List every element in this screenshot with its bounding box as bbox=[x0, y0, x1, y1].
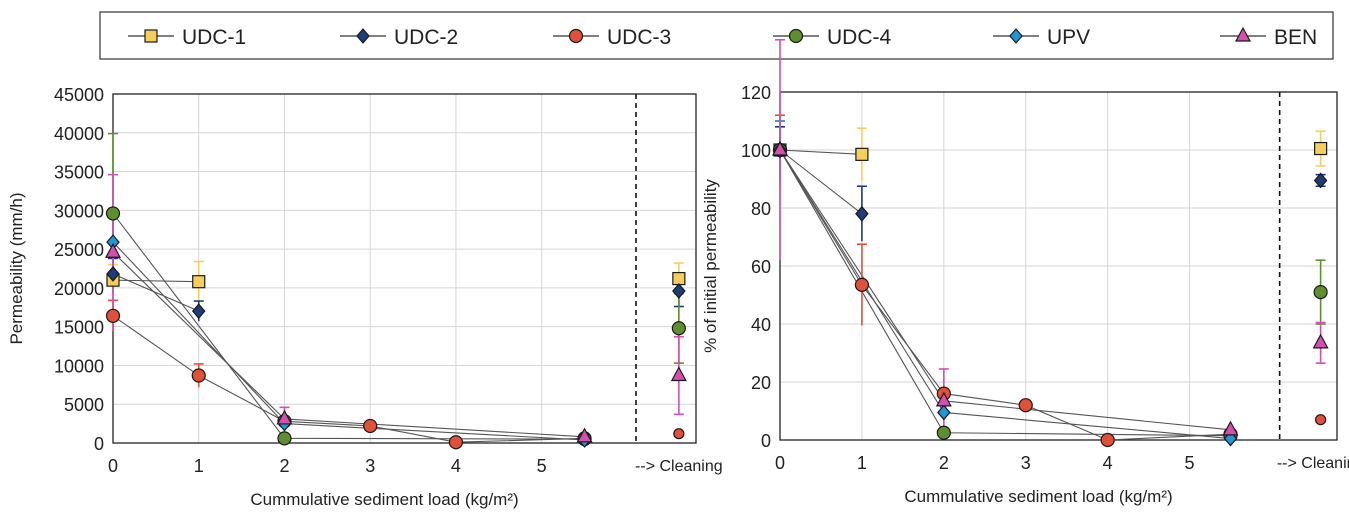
chart2-x-tick-label: 5 bbox=[1185, 453, 1195, 473]
chart2-point-udc-4 bbox=[936, 425, 951, 440]
legend-marker-udc-1 bbox=[144, 29, 158, 43]
chart1-point-udc-3 bbox=[191, 368, 206, 383]
chart2-series-line-ben bbox=[779, 149, 1231, 431]
chart1-series-line-udc-3 bbox=[112, 315, 585, 443]
chart2-point-ben bbox=[935, 391, 952, 407]
chart1-cleaning-point-ben bbox=[670, 366, 687, 382]
chart1-x-tick-label: 5 bbox=[537, 456, 547, 476]
chart2-y-tick-label: 120 bbox=[741, 83, 771, 103]
chart1-x-tick-label: 1 bbox=[194, 456, 204, 476]
legend-label-upv: UPV bbox=[1047, 26, 1090, 49]
chart1-series-line-ben bbox=[112, 251, 585, 438]
chart1-cleaning-point-udc-2 bbox=[672, 283, 686, 299]
chart1-point-udc-1 bbox=[192, 275, 206, 289]
chart1-series-line-upv bbox=[112, 241, 585, 441]
legend-label-udc-4: UDC-4 bbox=[827, 26, 891, 49]
chart1-cleaning-point-udc-3 bbox=[673, 428, 685, 440]
legend-label-udc-3: UDC-3 bbox=[607, 26, 671, 49]
legend-marker-udc-4 bbox=[788, 28, 804, 44]
chart1-point-udc-3 bbox=[363, 418, 378, 434]
chart2-series-line-upv bbox=[779, 149, 1231, 440]
chart1-point-udc-3 bbox=[105, 308, 121, 323]
chart1-y-tick-label: 30000 bbox=[54, 201, 104, 221]
chart2-y-tick-label: 20 bbox=[751, 373, 771, 393]
chart1-y-tick-label: 0 bbox=[94, 434, 104, 454]
legend-marker-udc-2 bbox=[356, 28, 370, 44]
permeability-chart: 0 5000 10000 15000 20000 25000 30000 35000 40000… bbox=[7, 85, 723, 509]
chart2-y-tick-label: 0 bbox=[761, 431, 771, 451]
chart2-point-udc-3 bbox=[1100, 432, 1115, 448]
chart1-y-axis-label: Permeability (mm/h) bbox=[7, 192, 26, 344]
chart1-x-tick-label: 2 bbox=[279, 456, 289, 476]
chart1-point-ben bbox=[276, 409, 293, 425]
chart2-point-udc-2 bbox=[855, 205, 869, 222]
chart2-point-udc-1 bbox=[855, 147, 869, 161]
percent-permeability-chart: 0 20 40 60 80 100 120 0 1 2 3 4 5 --> Cleaning Cummula… bbox=[701, 38, 1349, 506]
chart2-x-tick-label: 3 bbox=[1021, 453, 1031, 473]
chart1-point-udc-4 bbox=[277, 431, 292, 446]
chart2-cleaning-point-ben bbox=[1312, 333, 1329, 349]
chart1-point-ben bbox=[104, 242, 122, 258]
chart2-x-axis-label: Cummulative sediment load (kg/m²) bbox=[904, 487, 1172, 506]
chart2-y-axis-label: % of initial permeability bbox=[701, 179, 720, 353]
chart1-y-tick-label: 35000 bbox=[54, 163, 104, 183]
chart2-y-tick-label: 40 bbox=[751, 315, 771, 335]
chart2-x-tick-label: 2 bbox=[939, 453, 949, 473]
chart1-series-line-udc-2 bbox=[112, 273, 199, 312]
legend-marker-ben bbox=[1234, 26, 1252, 42]
chart2-point-upv bbox=[937, 404, 951, 421]
chart1-cleaning-label: --> Cleaning bbox=[635, 458, 723, 475]
legend-marker-udc-3 bbox=[568, 28, 584, 44]
chart1-series-line-udc-1 bbox=[112, 279, 199, 283]
chart2-cleaning-label: --> Cleaning bbox=[1277, 455, 1349, 472]
chart1-y-tick-label: 20000 bbox=[54, 279, 104, 299]
chart2-point-ben bbox=[1222, 420, 1239, 436]
chart1-x-tick-label: 3 bbox=[365, 456, 375, 476]
chart2-cleaning-point-udc-4 bbox=[1313, 285, 1328, 300]
chart2-cleaning-point-udc-1 bbox=[1314, 141, 1328, 156]
legend-label-udc-2: UDC-2 bbox=[394, 26, 458, 49]
chart2-y-tick-label: 80 bbox=[751, 199, 771, 219]
legend: UDC-1 UDC-2 UDC-3 UDC-4 UPV BEN bbox=[99, 11, 1334, 60]
chart2-x-tick-label: 1 bbox=[857, 453, 867, 473]
chart1-point-udc-2 bbox=[191, 303, 206, 320]
chart1-y-tick-label: 45000 bbox=[54, 85, 104, 105]
chart1-x-tick-label: 4 bbox=[451, 456, 461, 476]
chart1-point-udc-4 bbox=[105, 206, 121, 221]
chart2-series-line-udc-2 bbox=[779, 149, 863, 215]
chart2-x-tick-label: 4 bbox=[1103, 453, 1113, 473]
chart1-cleaning-point-udc-4 bbox=[671, 321, 686, 336]
chart2-x-tick-label: 0 bbox=[775, 453, 785, 473]
legend-box bbox=[99, 11, 1334, 60]
chart1-point-udc-3 bbox=[448, 435, 464, 450]
chart1-x-tick-label: 0 bbox=[108, 456, 118, 476]
chart2-point-udc-3 bbox=[854, 277, 870, 292]
legend-marker-upv bbox=[1009, 28, 1023, 44]
chart1-y-tick-label: 10000 bbox=[54, 356, 104, 376]
chart2-point-udc-3 bbox=[1018, 398, 1033, 413]
chart2-series-line-udc-3 bbox=[779, 149, 1231, 441]
legend-label-udc-1: UDC-1 bbox=[182, 26, 246, 49]
legend-label-ben: BEN bbox=[1274, 26, 1317, 49]
chart1-y-tick-label: 25000 bbox=[54, 240, 104, 260]
chart1-plot-frame bbox=[112, 93, 697, 444]
chart2-y-tick-label: 60 bbox=[751, 257, 771, 277]
chart1-y-tick-label: 5000 bbox=[64, 395, 104, 415]
chart2-y-tick-label: 100 bbox=[741, 141, 771, 161]
chart2-point-ben bbox=[771, 140, 789, 156]
chart2-series-line-udc-4 bbox=[779, 149, 1231, 437]
chart2-cleaning-point-udc-3 bbox=[1315, 414, 1327, 426]
chart1-x-axis-label: Cummulative sediment load (kg/m²) bbox=[250, 490, 518, 509]
chart2-series-line-udc-1 bbox=[779, 149, 862, 155]
chart1-y-tick-label: 15000 bbox=[54, 318, 104, 338]
chart2-cleaning-point-udc-2 bbox=[1313, 172, 1328, 189]
chart2-plot-frame bbox=[779, 91, 1338, 441]
chart1-point-ben bbox=[576, 427, 593, 443]
chart1-point-udc-2 bbox=[106, 266, 120, 282]
chart1-y-tick-label: 40000 bbox=[54, 124, 104, 144]
chart1-cleaning-point-udc-1 bbox=[672, 271, 686, 286]
